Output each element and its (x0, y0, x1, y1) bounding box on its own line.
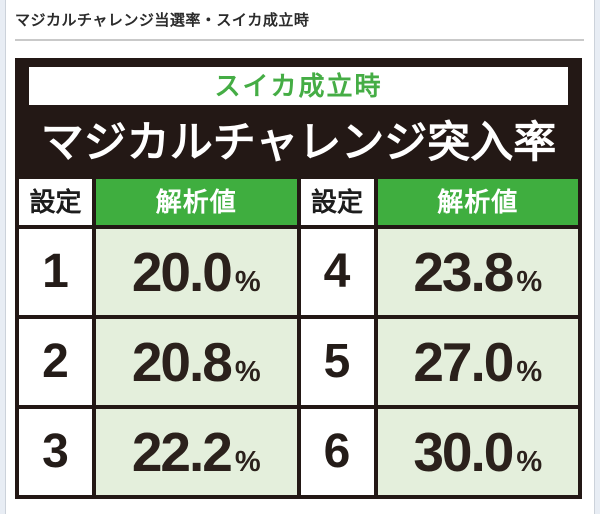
board-heading: マジカルチャレンジ突入率 (40, 119, 557, 167)
percent-sign: % (516, 266, 543, 298)
value-cell: 23.8% (377, 229, 578, 315)
setting-header: 設定 (19, 179, 92, 225)
setting-cell: 5 (300, 319, 374, 405)
value-cell: 22.2% (96, 409, 297, 495)
percent-sign: % (234, 446, 261, 478)
setting-cell: 6 (300, 409, 374, 495)
value-cell: 20.8% (96, 319, 297, 405)
value-number: 20.0 (131, 241, 233, 303)
value-number: 22.2 (131, 421, 233, 483)
value-number: 20.8 (131, 331, 233, 393)
page-title: マジカルチャレンジ当選率・スイカ成立時 (15, 12, 310, 29)
rate-board: スイカ成立時 マジカルチャレンジ突入率 設定 解析値 設定 解析値 1 20.0… (15, 58, 582, 499)
value-cell: 20.0% (96, 229, 297, 315)
percent-sign: % (516, 446, 543, 478)
percent-sign: % (516, 356, 543, 388)
condition-label: スイカ成立時 (29, 67, 568, 105)
setting-header: 設定 (300, 179, 374, 225)
setting-cell: 4 (300, 229, 374, 315)
setting-cell: 1 (19, 229, 92, 315)
value-header: 解析値 (377, 179, 578, 225)
percent-sign: % (234, 356, 261, 388)
title-divider (15, 39, 584, 41)
setting-cell: 3 (19, 409, 92, 495)
value-cell: 27.0% (377, 319, 578, 405)
value-header: 解析値 (96, 179, 297, 225)
value-number: 30.0 (413, 421, 514, 483)
rate-table: 設定 解析値 設定 解析値 1 20.0% 4 23.8% 2 20.8% 5 … (19, 179, 578, 495)
value-number: 23.8 (413, 241, 514, 303)
content-panel: マジカルチャレンジ当選率・スイカ成立時 スイカ成立時 マジカルチャレンジ突入率 … (5, 0, 595, 514)
percent-sign: % (234, 266, 261, 298)
value-number: 27.0 (413, 331, 514, 393)
setting-cell: 2 (19, 319, 92, 405)
value-cell: 30.0% (377, 409, 578, 495)
